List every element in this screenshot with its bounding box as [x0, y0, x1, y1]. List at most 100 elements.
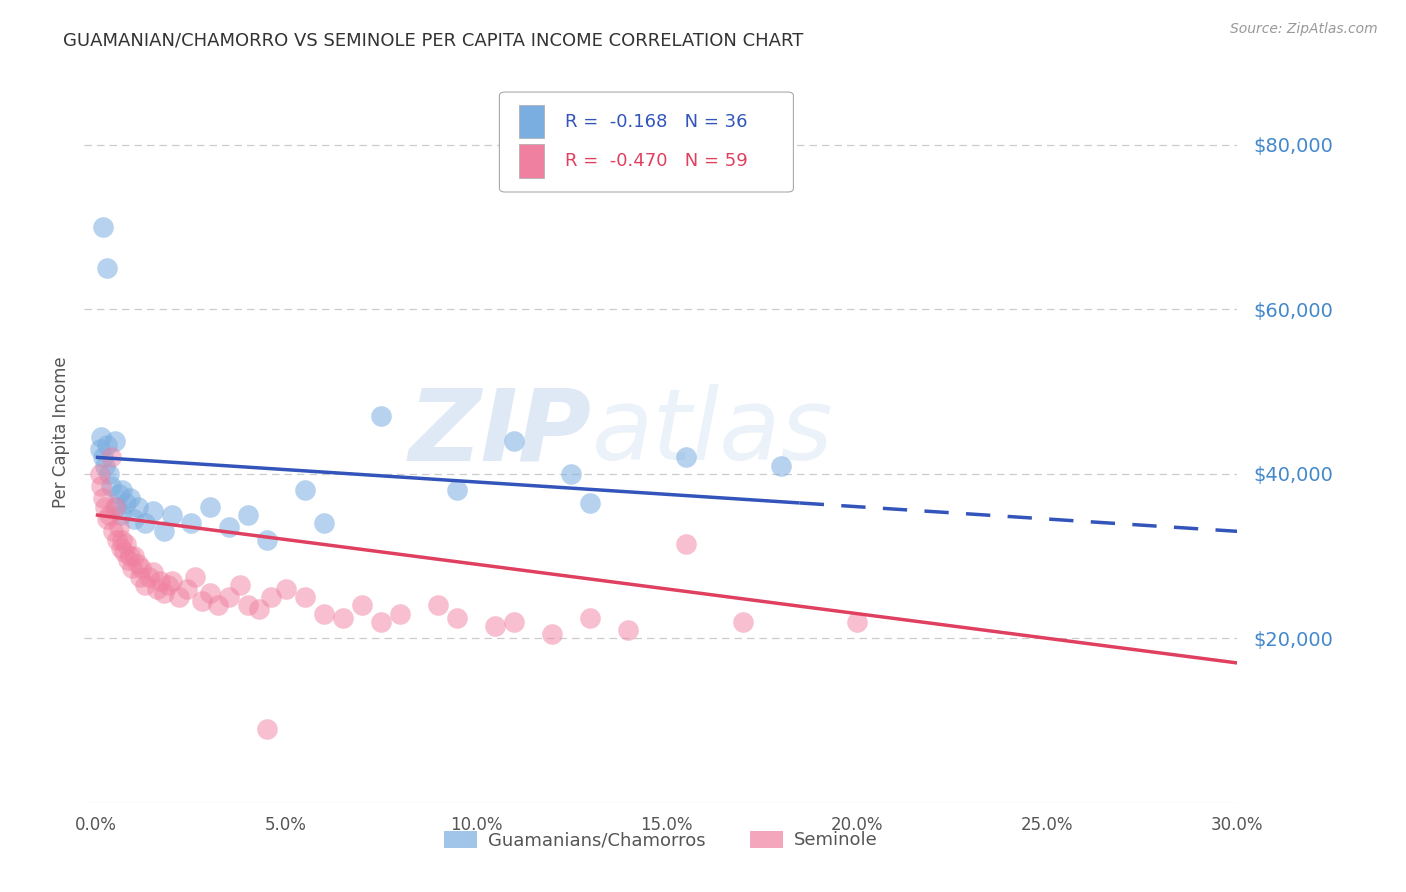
Point [446, 483, 468, 498]
Point [769, 458, 792, 473]
Point [101, 524, 124, 539]
Text: ZIP: ZIP [409, 384, 592, 481]
Point [111, 533, 134, 547]
Point [121, 561, 143, 575]
Point [142, 566, 165, 580]
Point [260, 590, 283, 604]
Point [112, 545, 135, 559]
Point [484, 619, 506, 633]
Point [274, 582, 297, 596]
Point [90, 479, 112, 493]
Point [96, 512, 118, 526]
Point [503, 615, 526, 629]
FancyBboxPatch shape [519, 105, 544, 138]
Point [183, 569, 205, 583]
Point [142, 504, 165, 518]
Point [134, 578, 156, 592]
Point [98, 467, 121, 481]
Point [153, 586, 176, 600]
Point [100, 450, 122, 465]
Point [731, 615, 754, 629]
Point [107, 520, 129, 534]
Point [675, 450, 697, 465]
Point [370, 615, 392, 629]
Point [180, 516, 202, 530]
Point [191, 594, 214, 608]
Point [218, 590, 240, 604]
Point [503, 434, 526, 448]
Point [122, 549, 145, 563]
Point [118, 491, 141, 506]
Point [427, 599, 450, 613]
Point [153, 524, 176, 539]
Point [579, 495, 602, 509]
Point [845, 615, 868, 629]
Point [145, 582, 167, 596]
Point [207, 599, 229, 613]
Point [94, 458, 117, 473]
Text: R =  -0.168   N = 36: R = -0.168 N = 36 [565, 112, 748, 130]
Point [105, 533, 128, 547]
Point [169, 590, 191, 604]
Point [122, 512, 145, 526]
Point [105, 500, 128, 514]
Text: Source: ZipAtlas.com: Source: ZipAtlas.com [1230, 22, 1378, 37]
Point [110, 508, 132, 522]
Text: GUAMANIAN/CHAMORRO VS SEMINOLE PER CAPITA INCOME CORRELATION CHART: GUAMANIAN/CHAMORRO VS SEMINOLE PER CAPIT… [63, 31, 804, 49]
Y-axis label: Per Capita Income: Per Capita Income [52, 357, 70, 508]
Point [579, 610, 602, 624]
Point [256, 533, 278, 547]
Point [332, 610, 354, 624]
Point [138, 569, 160, 583]
Point [675, 536, 697, 550]
Point [389, 607, 412, 621]
Point [96, 438, 118, 452]
Point [157, 578, 180, 592]
Point [100, 479, 122, 493]
Text: R =  -0.470   N = 59: R = -0.470 N = 59 [565, 152, 748, 169]
Point [118, 549, 141, 563]
Point [115, 495, 138, 509]
Point [370, 409, 392, 424]
Point [93, 450, 115, 465]
Point [256, 722, 278, 736]
Point [617, 623, 640, 637]
Point [93, 219, 115, 234]
Point [89, 442, 111, 456]
Point [312, 516, 335, 530]
Point [236, 599, 259, 613]
Point [93, 491, 115, 506]
Point [107, 487, 129, 501]
Legend: Guamanians/Chamorros, Seminole: Guamanians/Chamorros, Seminole [437, 823, 884, 856]
Point [294, 483, 316, 498]
Point [110, 541, 132, 555]
Point [176, 582, 198, 596]
Point [198, 586, 221, 600]
Point [127, 500, 149, 514]
FancyBboxPatch shape [499, 92, 793, 192]
Point [98, 508, 121, 522]
Point [541, 627, 564, 641]
Point [117, 553, 139, 567]
Point [134, 516, 156, 530]
Point [128, 569, 150, 583]
Point [104, 500, 127, 514]
FancyBboxPatch shape [519, 145, 544, 178]
Point [446, 610, 468, 624]
Point [96, 261, 118, 276]
Point [89, 467, 111, 481]
Point [104, 434, 127, 448]
Text: atlas: atlas [592, 384, 834, 481]
Point [229, 578, 252, 592]
Point [218, 520, 240, 534]
Point [127, 558, 149, 572]
Point [294, 590, 316, 604]
Point [247, 602, 270, 616]
Point [312, 607, 335, 621]
Point [131, 561, 153, 575]
Point [236, 508, 259, 522]
Point [160, 574, 183, 588]
Point [94, 500, 117, 514]
Point [198, 500, 221, 514]
Point [90, 430, 112, 444]
